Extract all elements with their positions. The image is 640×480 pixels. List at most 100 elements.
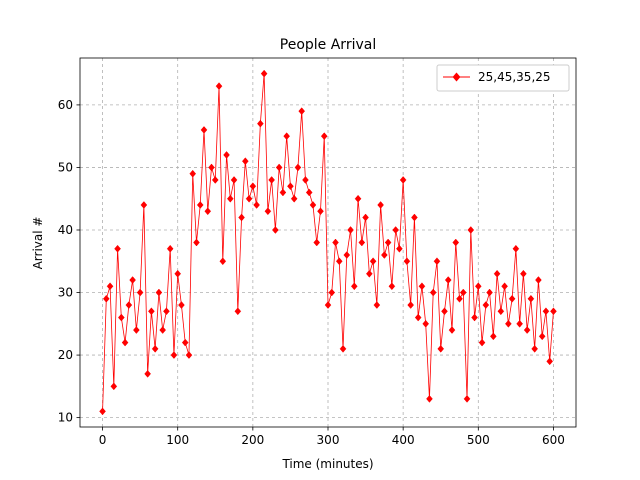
data-point: [196, 201, 204, 209]
data-point: [508, 294, 516, 303]
data-point: [133, 326, 140, 334]
data-point: [136, 288, 144, 297]
data-point: [302, 176, 309, 184]
data-point: [448, 326, 456, 334]
data-point: [366, 269, 373, 278]
data-point: [452, 238, 460, 247]
data-point: [151, 344, 159, 353]
data-point: [369, 257, 377, 266]
data-point: [332, 238, 339, 247]
data-point: [208, 163, 215, 172]
data-point: [347, 226, 354, 234]
data-point: [118, 313, 125, 322]
data-point: [433, 257, 441, 266]
data-point: [373, 301, 381, 309]
data-point: [294, 163, 302, 172]
data-point: [174, 269, 182, 278]
data-point: [181, 338, 189, 347]
data-point: [110, 382, 118, 391]
legend: 25,45,35,25: [436, 64, 570, 92]
data-point: [441, 307, 448, 316]
data-point: [497, 307, 505, 316]
data-point: [422, 319, 430, 328]
data-point: [546, 357, 554, 366]
data-point: [193, 238, 200, 247]
data-point: [283, 132, 290, 141]
data-point: [204, 207, 212, 216]
data-point: [339, 344, 347, 353]
data-point: [106, 282, 114, 291]
data-point: [298, 107, 306, 116]
data-point: [335, 257, 343, 266]
series-area: [99, 69, 557, 416]
data-point: [538, 332, 546, 341]
data-point: [245, 194, 253, 203]
data-point: [354, 194, 362, 203]
data-point: [230, 176, 238, 184]
data-point: [490, 332, 497, 341]
data-point: [388, 282, 396, 291]
data-point: [444, 276, 452, 284]
data-point: [486, 288, 493, 297]
data-point: [456, 294, 463, 303]
data-point: [467, 226, 475, 234]
data-point: [178, 301, 185, 309]
data-point: [377, 201, 384, 209]
data-point: [313, 238, 321, 247]
data-point: [257, 119, 264, 128]
data-point: [362, 213, 369, 222]
x-axis-label: Time (minutes): [281, 457, 373, 471]
data-point: [238, 213, 245, 222]
data-point: [516, 319, 523, 328]
data-point: [399, 176, 407, 184]
y-axis: 10 20 30 40 50 60: [58, 98, 80, 425]
x-axis: 0 100 200 300 400 500 600: [99, 427, 565, 447]
data-point: [121, 338, 129, 347]
data-point: [223, 151, 230, 159]
data-point: [264, 207, 272, 216]
data-point: [343, 251, 351, 259]
data-point: [418, 282, 426, 291]
data-point: [219, 257, 227, 266]
y-tick-label: 30: [58, 286, 73, 300]
data-point: [144, 369, 151, 378]
data-point: [437, 344, 445, 353]
y-tick-label: 60: [58, 98, 73, 112]
y-tick-label: 50: [58, 160, 73, 174]
data-point: [200, 126, 208, 134]
data-point: [159, 326, 166, 334]
x-tick-label: 100: [166, 433, 189, 447]
data-point: [114, 244, 121, 253]
data-point: [501, 282, 508, 291]
data-point: [512, 244, 520, 253]
data-point: [523, 326, 531, 334]
data-point: [478, 338, 486, 347]
data-point: [287, 182, 294, 191]
data-point: [550, 307, 557, 316]
data-point: [527, 294, 535, 303]
x-tick-label: 500: [467, 433, 490, 447]
data-point: [305, 188, 313, 197]
data-point: [253, 201, 260, 209]
data-point: [411, 213, 418, 222]
data-point: [381, 251, 388, 259]
legend-box: [436, 64, 570, 92]
data-point: [170, 351, 178, 359]
data-point: [535, 276, 542, 284]
data-point: [324, 301, 332, 309]
data-point: [482, 301, 490, 309]
x-tick-label: 300: [317, 433, 340, 447]
data-point: [129, 276, 136, 284]
data-point: [211, 176, 219, 184]
data-point: [242, 157, 249, 166]
data-point: [350, 282, 358, 291]
data-point: [185, 351, 193, 359]
data-point: [249, 182, 257, 191]
data-point: [99, 407, 106, 416]
data-point: [148, 307, 155, 316]
data-point: [358, 238, 366, 247]
data-point: [505, 319, 512, 328]
x-tick-label: 0: [99, 433, 107, 447]
data-point: [414, 313, 422, 322]
data-point: [275, 163, 283, 172]
